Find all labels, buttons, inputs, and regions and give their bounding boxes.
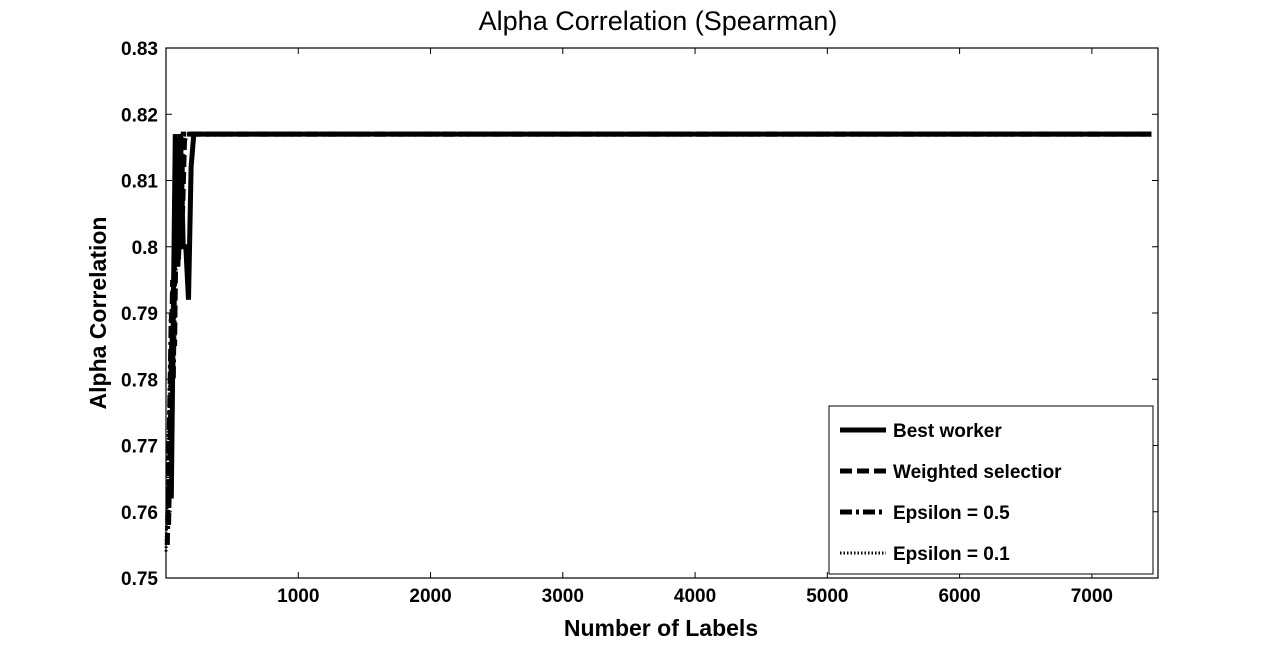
y-tick-label: 0.76 bbox=[121, 503, 158, 524]
legend-label: Weighted selectior bbox=[893, 462, 1062, 483]
series-line-best-worker bbox=[168, 131, 1152, 499]
y-tick-label: 0.8 bbox=[132, 238, 158, 259]
legend-box bbox=[828, 405, 1154, 575]
x-tick-label: 6000 bbox=[938, 586, 980, 607]
legend-label: Epsilon = 0.1 bbox=[893, 544, 1010, 565]
x-tick-label: 7000 bbox=[1071, 586, 1113, 607]
x-tick-label: 4000 bbox=[674, 586, 716, 607]
y-tick-label: 0.77 bbox=[121, 437, 158, 458]
plot-lines bbox=[164, 131, 1152, 552]
y-tick-label: 0.83 bbox=[121, 39, 158, 60]
x-tick-label: 3000 bbox=[542, 586, 584, 607]
x-axis: 1000 2000 3000 4000 5000 6000 7000 bbox=[277, 48, 1113, 607]
x-tick-label: 5000 bbox=[806, 586, 848, 607]
y-axis: 0.75 0.76 0.77 0.78 0.79 0.8 0.81 0.82 0.83 bbox=[121, 39, 1158, 590]
legend-label: Best worker bbox=[893, 421, 1002, 442]
legend: Best worker Weighted selectior Epsilon = 0… bbox=[828, 405, 1154, 575]
y-tick-label: 0.75 bbox=[121, 569, 158, 590]
x-tick-label: 2000 bbox=[409, 586, 451, 607]
x-tick-label: 1000 bbox=[277, 586, 319, 607]
y-tick-label: 0.81 bbox=[121, 172, 158, 193]
chart-title: Alpha Correlation (Spearman) bbox=[479, 6, 838, 36]
y-tick-label: 0.78 bbox=[121, 370, 158, 391]
y-axis-label: Alpha Correlation bbox=[85, 217, 111, 410]
x-axis-label: Number of Labels bbox=[564, 615, 758, 641]
legend-label: Epsilon = 0.5 bbox=[893, 503, 1010, 524]
y-tick-label: 0.79 bbox=[121, 304, 158, 325]
y-tick-label: 0.82 bbox=[121, 105, 158, 126]
